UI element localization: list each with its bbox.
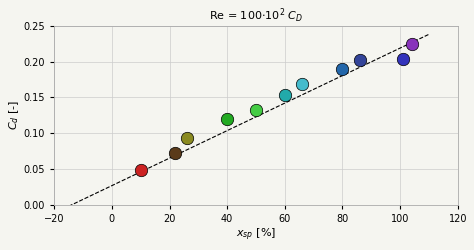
Point (408, 42, 416, 46)
Point (281, 93, 289, 97)
Point (356, 58, 364, 62)
Point (172, 150, 179, 154)
Point (137, 168, 145, 172)
Y-axis label: $C_d$ [-]: $C_d$ [-] (7, 100, 21, 130)
Point (399, 57, 407, 61)
Point (223, 117, 231, 121)
Point (298, 82, 306, 86)
Title: Re = 100$\cdot$10$^2$ $C_D$: Re = 100$\cdot$10$^2$ $C_D$ (209, 7, 303, 25)
Point (183, 136, 191, 140)
Point (252, 108, 260, 112)
Point (339, 68, 346, 71)
X-axis label: $x_{sp}$ [%]: $x_{sp}$ [%] (236, 227, 276, 243)
